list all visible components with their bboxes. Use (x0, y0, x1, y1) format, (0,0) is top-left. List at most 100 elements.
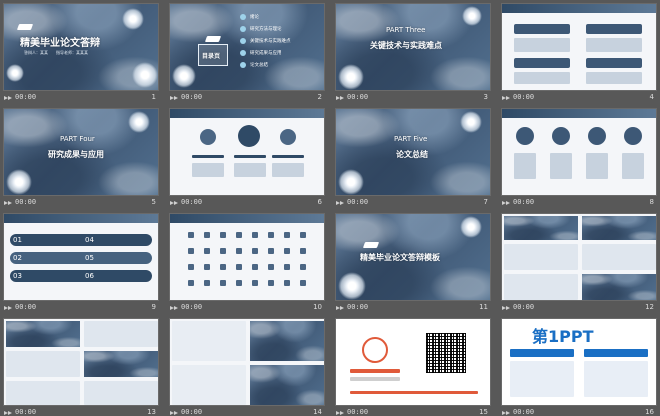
slide-thumbnail-15[interactable]: 00:00 15 (335, 318, 491, 416)
step-number: 05 (85, 254, 94, 262)
slide-thumbnail-8[interactable]: 00:00 8 (501, 108, 657, 208)
slide-thumbnail-13[interactable]: 00:00 13 (3, 318, 159, 416)
step-number: 03 (13, 272, 22, 280)
icon-placeholder (220, 280, 226, 286)
icon-placeholder (220, 248, 226, 254)
graduation-cap-icon (204, 36, 222, 42)
slide-number: 10 (313, 303, 322, 311)
icon-placeholder (284, 248, 290, 254)
content-text (272, 163, 304, 177)
slide-thumbnail-11[interactable]: 精美毕业论文答辩模板 00:00 11 (335, 213, 491, 313)
sub-slide-preview (84, 381, 158, 405)
slide-number: 11 (479, 303, 488, 311)
icon-placeholder (268, 248, 274, 254)
slide-thumbnail-6[interactable]: 00:00 6 (169, 108, 325, 208)
step-row: 01 04 (10, 234, 152, 246)
step-number: 06 (85, 272, 94, 280)
slide-15-preview[interactable] (335, 318, 491, 406)
sub-slide-preview (250, 365, 324, 405)
icon-placeholder (204, 232, 210, 238)
microscope-icon (516, 127, 534, 145)
transition-icon (502, 94, 510, 100)
slide-10-preview[interactable] (169, 213, 325, 301)
slide-timing: 00:00 (513, 93, 535, 101)
transition-icon (336, 199, 344, 205)
step-number: 01 (13, 236, 22, 244)
link-list (584, 361, 648, 397)
flower-decoration (172, 64, 196, 88)
slide-12-preview[interactable] (501, 213, 657, 301)
part-label: PART Four (60, 135, 95, 143)
slide-14-preview[interactable] (169, 318, 325, 406)
clock-icon (624, 127, 642, 145)
text-line (350, 377, 400, 381)
slide-thumbnail-12[interactable]: 00:00 12 (501, 213, 657, 313)
flower-decoration (122, 8, 144, 30)
link-block (584, 349, 648, 357)
icon-placeholder (220, 264, 226, 270)
slide-7-preview[interactable]: PART Five 论文总结 (335, 108, 491, 196)
team-icon (200, 129, 216, 145)
slide-1-preview[interactable]: 精美毕业论文答辩 答辩人：某某 指导老师：某某某 (3, 3, 159, 91)
slide-thumbnail-1[interactable]: 精美毕业论文答辩 答辩人：某某 指导老师：某某某 00:00 1 (3, 3, 159, 103)
slide-8-preview[interactable] (501, 108, 657, 196)
flower-decoration (128, 111, 150, 133)
slide-timing: 00:00 (181, 198, 203, 206)
slide-timing: 00:00 (15, 408, 37, 416)
sub-slide-preview (504, 216, 578, 240)
slide-sorter-grid: 精美毕业论文答辩 答辩人：某某 指导老师：某某某 00:00 1 目录页 绪论 研… (3, 3, 657, 416)
slide-4-preview[interactable] (501, 3, 657, 91)
transition-icon (336, 304, 344, 310)
laptop-icon (238, 125, 260, 147)
slide-11-preview[interactable]: 精美毕业论文答辩模板 (335, 213, 491, 301)
content-block (514, 58, 570, 68)
slide-timing: 00:00 (347, 303, 369, 311)
slide-subtitle: 答辩人：某某 指导老师：某某某 (24, 50, 88, 55)
slide-thumbnail-10[interactable]: 00:00 10 (169, 213, 325, 313)
sub-slide-preview (582, 244, 656, 270)
document-icon (280, 129, 296, 145)
step-row: 02 05 (10, 252, 152, 264)
slide-timing: 00:00 (347, 408, 369, 416)
slide-thumbnail-2[interactable]: 目录页 绪论 研究方法与理论 关键技术与实践难点 研究成果与应用 论文总结 00… (169, 3, 325, 103)
sub-slide-preview (172, 321, 246, 361)
slide-2-preview[interactable]: 目录页 绪论 研究方法与理论 关键技术与实践难点 研究成果与应用 论文总结 (169, 3, 325, 91)
slide-thumbnail-16[interactable]: 第1PPT 00:00 16 (501, 318, 657, 416)
caption-bar (272, 155, 304, 158)
sub-slide-preview (250, 321, 324, 361)
slide-thumbnail-9[interactable]: 01 04 02 05 03 06 00:00 9 (3, 213, 159, 313)
flower-decoration (338, 272, 366, 300)
slide-5-preview[interactable]: PART Four 研究成果与应用 (3, 108, 159, 196)
icon-placeholder (252, 264, 258, 270)
transition-icon (502, 304, 510, 310)
slide-6-preview[interactable] (169, 108, 325, 196)
slide-thumbnail-4[interactable]: 00:00 4 (501, 3, 657, 103)
slide-number: 3 (483, 93, 488, 101)
caption-bar (234, 155, 266, 158)
sub-slide-preview (6, 381, 80, 405)
slide-header-bar (502, 4, 656, 13)
slide-thumbnail-14[interactable]: 00:00 14 (169, 318, 325, 416)
slide-16-preview[interactable]: 第1PPT (501, 318, 657, 406)
slide-number: 4 (649, 93, 654, 101)
slide-title: 论文总结 (396, 150, 428, 159)
step-row: 03 06 (10, 270, 152, 282)
slide-thumbnail-5[interactable]: PART Four 研究成果与应用 00:00 5 (3, 108, 159, 208)
toc-item: 论文总结 (250, 63, 268, 68)
slide-thumbnail-7[interactable]: PART Five 论文总结 00:00 7 (335, 108, 491, 208)
icon-placeholder (252, 248, 258, 254)
slide-3-preview[interactable]: PART Three 关键技术与实践难点 (335, 3, 491, 91)
slide-number: 14 (313, 408, 322, 416)
flower-decoration (6, 64, 24, 82)
graduation-cap-icon (362, 242, 380, 248)
icon-placeholder (300, 248, 306, 254)
slide-13-preview[interactable] (3, 318, 159, 406)
slide-9-preview[interactable]: 01 04 02 05 03 06 (3, 213, 159, 301)
slide-title: 精美毕业论文答辩模板 (360, 253, 440, 262)
slide-timing: 00:00 (181, 93, 203, 101)
flower-decoration (338, 169, 364, 195)
link-block (510, 349, 574, 357)
icon-placeholder (300, 264, 306, 270)
icon-placeholder (284, 264, 290, 270)
slide-thumbnail-3[interactable]: PART Three 关键技术与实践难点 00:00 3 (335, 3, 491, 103)
